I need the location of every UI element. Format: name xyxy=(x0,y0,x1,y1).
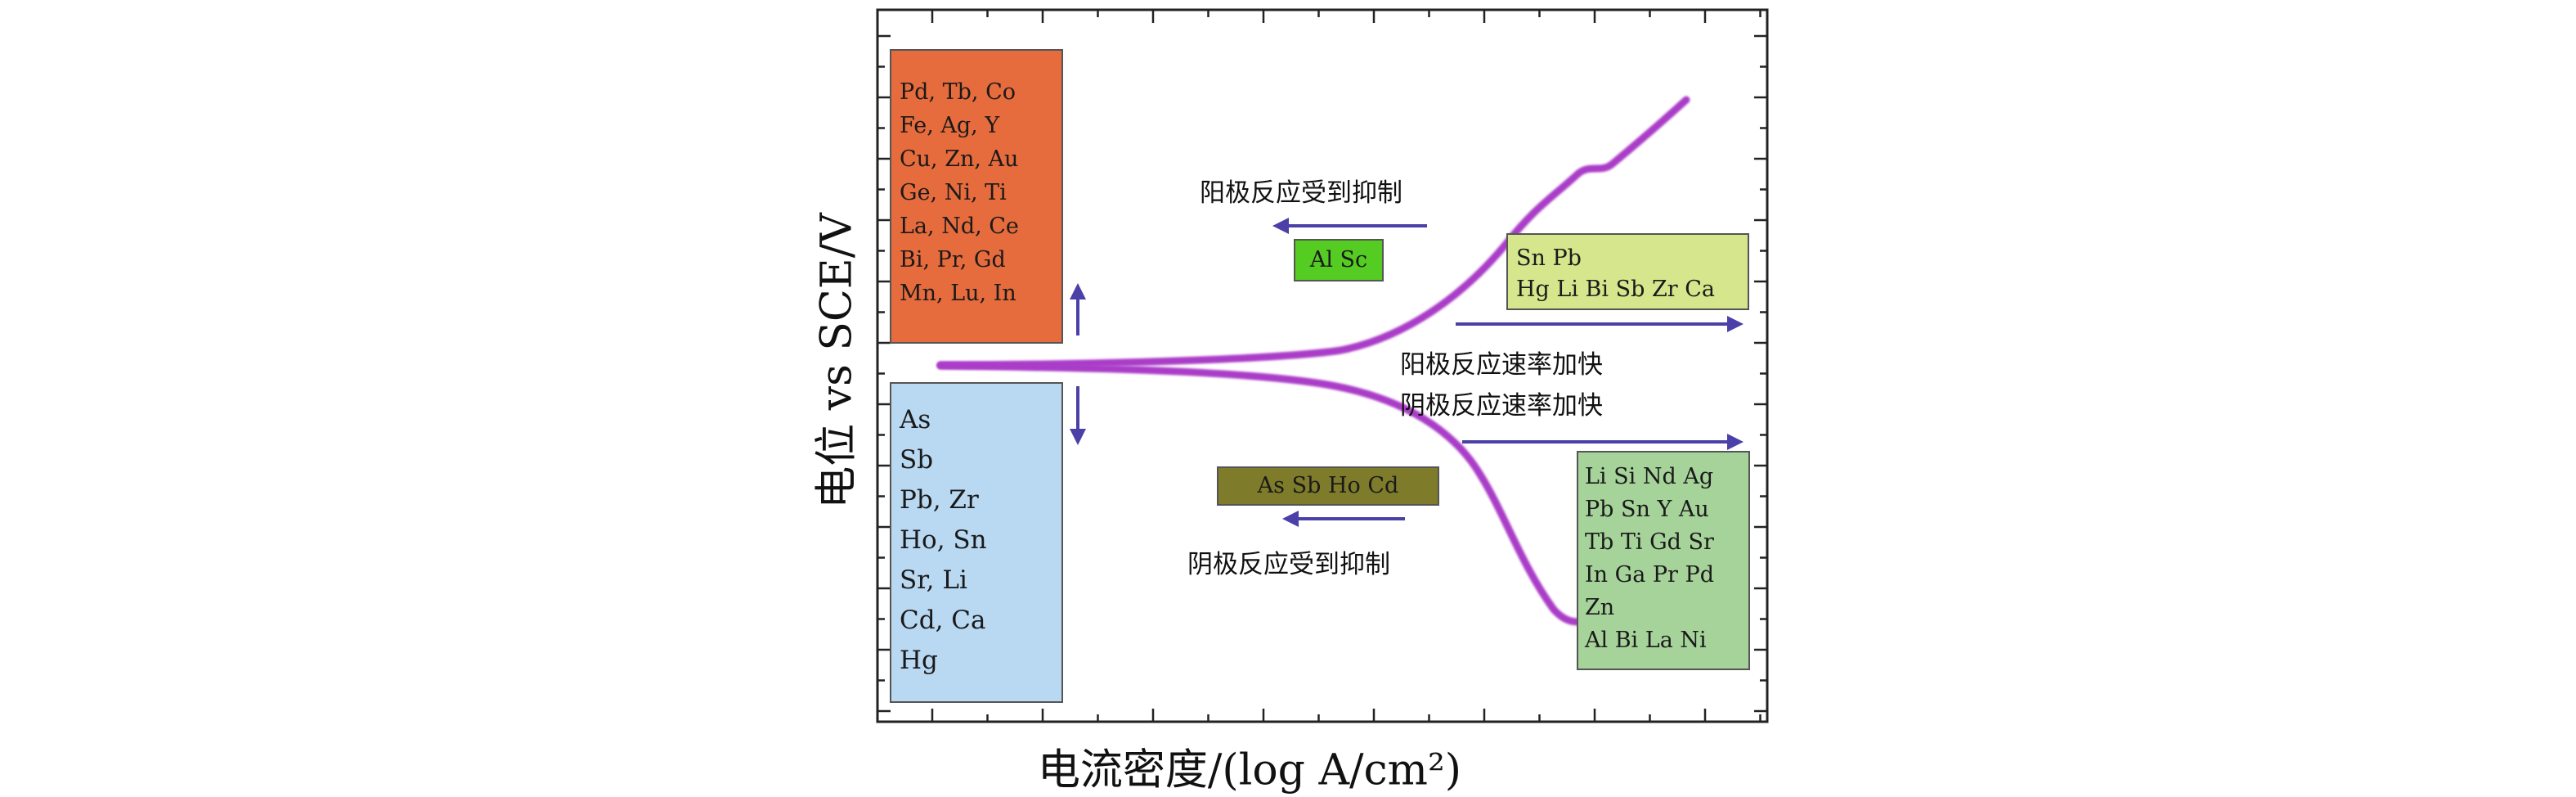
element-line: Pd, Tb, Co xyxy=(900,79,1016,105)
x-axis-label: 电流密度/(log A/cm²) xyxy=(1037,745,1462,795)
annotation-cathode-faster: 阴极反应速率加快 xyxy=(1400,391,1603,421)
element-line: As xyxy=(900,405,931,435)
element-line: Ho, Sn xyxy=(900,525,987,555)
element-line: Cu, Zn, Au xyxy=(900,146,1019,172)
element-line: Mn, Lu, In xyxy=(900,281,1016,306)
element-line: Cd, Ca xyxy=(900,606,986,635)
annotation-anode-inhibited: 阳极反应受到抑制 xyxy=(1200,178,1402,208)
annotation-anode-faster: 阳极反应速率加快 xyxy=(1400,350,1603,380)
element-line: Hg xyxy=(900,646,938,675)
anodic-branch-curve xyxy=(936,96,1690,369)
box-green-elements: Li Si Nd Ag Pb Sn Y Au Tb Ti Gd Sr In Ga… xyxy=(1577,451,1750,670)
tick-marks xyxy=(877,10,1767,722)
annotation-cathode-inhibited: 阴极反应受到抑制 xyxy=(1187,550,1390,579)
box-al-sc: Al Sc xyxy=(1294,239,1384,281)
element-line: Pb Sn Y Au xyxy=(1585,497,1709,522)
element-line: Sb xyxy=(900,445,934,475)
element-line: Li Si Nd Ag xyxy=(1585,464,1714,489)
element-line: Sn Pb xyxy=(1516,245,1582,271)
element-line: Tb Ti Gd Sr xyxy=(1585,529,1714,555)
y-axis-label: 电位 vs SCE/V xyxy=(812,213,862,509)
element-line: Al Sc xyxy=(1309,247,1368,272)
element-line: Ge, Ni, Ti xyxy=(900,180,1007,205)
element-line: Zn xyxy=(1585,595,1615,620)
element-line: Al Bi La Ni xyxy=(1585,628,1707,653)
box-blue-elements: As Sb Pb, Zr Ho, Sn Sr, Li Cd, Ca Hg xyxy=(890,382,1063,703)
element-line: As Sb Ho Cd xyxy=(1257,473,1399,498)
element-line: In Ga Pr Pd xyxy=(1585,562,1714,588)
element-line: Pb, Zr xyxy=(900,485,979,515)
element-line: Fe, Ag, Y xyxy=(900,113,1000,138)
cathodic-branch-curve xyxy=(936,362,1582,626)
box-as-sb-ho-cd: As Sb Ho Cd xyxy=(1217,466,1439,506)
plot-frame xyxy=(876,8,1769,723)
element-line: Bi, Pr, Gd xyxy=(900,247,1006,272)
element-line: La, Nd, Ce xyxy=(900,214,1019,239)
box-orange-elements: Pd, Tb, Co Fe, Ag, Y Cu, Zn, Au Ge, Ni, … xyxy=(890,49,1063,344)
element-line: Hg Li Bi Sb Zr Ca xyxy=(1516,277,1715,302)
element-line: Sr, Li xyxy=(900,565,967,595)
box-sn-pb: Sn Pb Hg Li Bi Sb Zr Ca xyxy=(1506,233,1749,310)
